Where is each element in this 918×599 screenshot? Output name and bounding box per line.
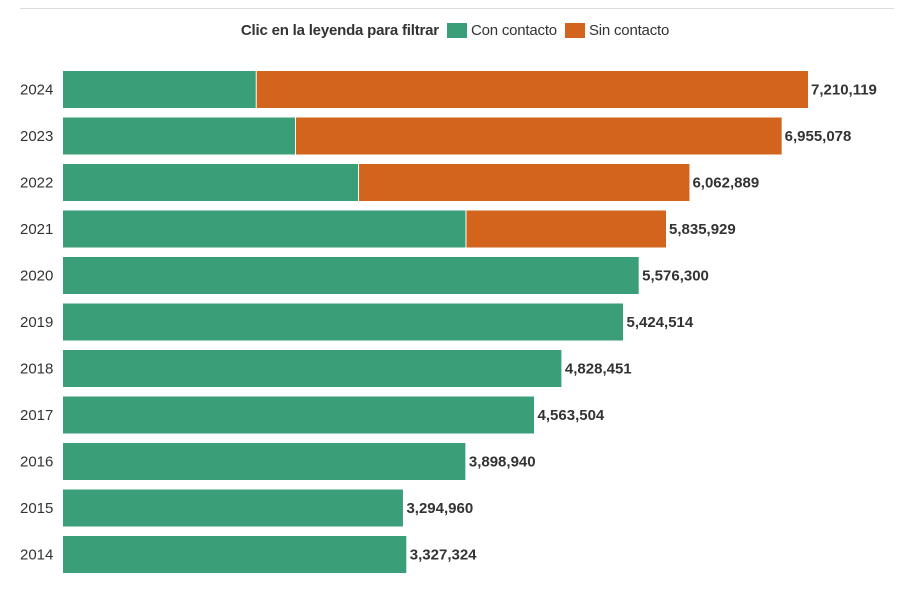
bar-con-contacto-2023[interactable]	[63, 117, 296, 155]
bar-con-contacto-2014[interactable]	[63, 536, 407, 573]
legend-title: Clic en la leyenda para filtrar	[240, 22, 439, 39]
data-label-2023: 6,955,078	[785, 128, 852, 145]
chart-legend: Clic en la leyenda para filtrar Con cont…	[0, 22, 918, 39]
data-label-2016: 3,898,940	[469, 454, 536, 471]
legend-swatch-sin-contacto	[564, 23, 585, 38]
bar-sin-contacto-2024[interactable]	[256, 71, 808, 108]
y-tick-label-2024: 2024	[20, 82, 53, 99]
bar-con-contacto-2018[interactable]	[63, 350, 562, 387]
data-label-2024: 7,210,119	[811, 82, 877, 99]
data-label-2021: 5,835,929	[669, 221, 736, 238]
y-tick-label-2018: 2018	[20, 361, 53, 378]
y-tick-label-2020: 2020	[20, 268, 53, 285]
bar-con-contacto-2019[interactable]	[63, 303, 624, 341]
y-tick-label-2021: 2021	[20, 221, 53, 238]
data-label-2015: 3,294,960	[406, 500, 473, 517]
bar-sin-contacto-2023[interactable]	[295, 117, 782, 155]
bar-con-contacto-2017[interactable]	[63, 396, 535, 434]
top-divider	[20, 8, 894, 9]
data-label-2019: 5,424,514	[626, 314, 693, 331]
legend-swatch-con-contacto	[446, 23, 467, 38]
bar-con-contacto-2015[interactable]	[63, 489, 404, 527]
y-tick-label-2016: 2016	[20, 454, 53, 471]
data-label-2022: 6,062,889	[692, 175, 759, 192]
bar-con-contacto-2020[interactable]	[63, 257, 640, 294]
y-tick-label-2017: 2017	[20, 407, 53, 424]
data-label-2018: 4,828,451	[565, 361, 632, 378]
bar-con-contacto-2022[interactable]	[63, 164, 359, 201]
y-tick-label-2015: 2015	[20, 500, 53, 517]
legend-item-sin-contacto[interactable]: Sin contacto	[564, 22, 670, 39]
y-tick-label-2023: 2023	[20, 128, 53, 145]
data-label-2020: 5,576,300	[642, 268, 709, 285]
bar-con-contacto-2021[interactable]	[63, 210, 466, 248]
legend-label-con-contacto: Con contacto	[470, 22, 557, 39]
y-tick-label-2022: 2022	[20, 175, 53, 192]
data-label-2014: 3,327,324	[410, 547, 477, 564]
legend-item-con-contacto[interactable]: Con contacto	[446, 22, 557, 39]
bar-sin-contacto-2021[interactable]	[465, 210, 667, 248]
y-tick-label-2014: 2014	[20, 547, 53, 564]
bar-con-contacto-2016[interactable]	[63, 443, 466, 480]
data-label-2017: 4,563,504	[538, 407, 605, 424]
y-tick-label-2019: 2019	[20, 314, 53, 331]
legend-label-sin-contacto: Sin contacto	[588, 22, 670, 39]
bar-sin-contacto-2022[interactable]	[358, 164, 690, 201]
bar-con-contacto-2024[interactable]	[63, 71, 257, 108]
